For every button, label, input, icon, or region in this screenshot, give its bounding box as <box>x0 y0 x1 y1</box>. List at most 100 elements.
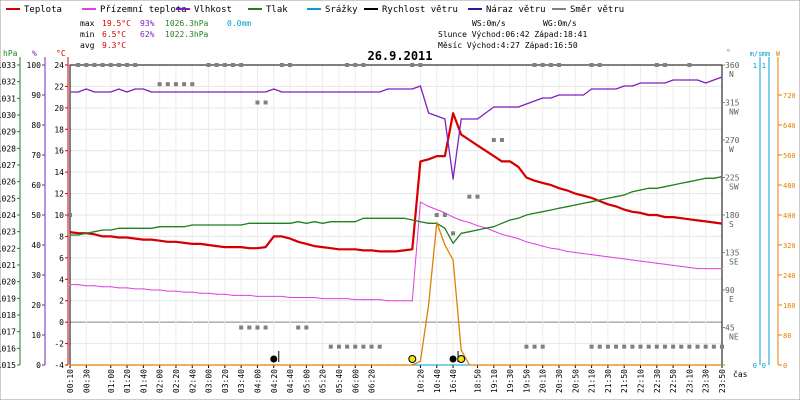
series-point <box>305 91 307 93</box>
series-point <box>322 297 324 300</box>
axis-ticklabel-hpa: 1026 <box>0 178 16 187</box>
series-point <box>574 251 576 254</box>
series-point <box>313 296 316 299</box>
series-point <box>476 364 479 366</box>
axis-ticklabel-pct: 20 <box>31 301 41 310</box>
series-point <box>216 364 218 366</box>
series-point <box>102 235 104 238</box>
axis-ticklabel-x: 01:40 <box>139 369 148 393</box>
series-point <box>631 191 633 193</box>
wind-direction-marker <box>687 344 692 349</box>
series-point <box>468 139 470 141</box>
series-point <box>403 88 405 90</box>
series-point <box>631 85 633 87</box>
series-point <box>623 364 625 366</box>
series-point <box>460 349 462 351</box>
series-point <box>696 179 699 181</box>
wind-direction-marker <box>589 63 594 67</box>
series-point <box>102 91 104 93</box>
series-point <box>411 219 413 221</box>
series-point <box>256 247 259 249</box>
legend: Teplota Přízemní teplota Vlhkost Tlak Srážky… <box>6 5 624 15</box>
series-point <box>664 263 666 265</box>
series-point <box>623 209 625 211</box>
series-point <box>248 222 250 224</box>
series-point <box>322 91 324 93</box>
wind-direction-marker <box>239 325 244 330</box>
series-point <box>338 221 340 223</box>
series-point <box>370 299 373 301</box>
wind-direction-marker <box>336 344 341 349</box>
series-point <box>207 224 210 226</box>
series-point <box>460 118 462 120</box>
series-point <box>452 178 454 180</box>
series-point <box>428 364 430 366</box>
series-point <box>77 91 79 93</box>
series-point <box>623 258 625 260</box>
wind-direction-marker <box>263 325 268 330</box>
series-point <box>126 287 128 289</box>
series-point <box>297 221 299 223</box>
series-point <box>379 250 381 253</box>
series-point <box>721 364 723 366</box>
series-point <box>403 249 405 251</box>
series-point <box>582 364 585 366</box>
series-point <box>648 214 650 216</box>
series-point <box>460 232 462 234</box>
wind-direction-marker <box>255 100 260 105</box>
axis-ticklabel-temp: 12 <box>54 190 64 199</box>
series-point <box>403 364 405 366</box>
series-point <box>159 91 161 93</box>
wind-direction-marker <box>662 344 667 349</box>
series-point <box>191 224 193 226</box>
axis-ticklabel-x: 21:30 <box>604 369 613 393</box>
series-point <box>436 221 438 224</box>
series-point <box>550 97 552 99</box>
axis-ticklabel-dir: 360 <box>725 61 740 70</box>
series-point <box>639 82 642 84</box>
axis-ticklabel-dir: 45 <box>725 324 735 333</box>
wind-direction-marker <box>76 63 81 67</box>
series-point <box>150 91 153 93</box>
series-point <box>118 364 120 366</box>
series-point <box>232 246 234 248</box>
series-point <box>460 134 462 136</box>
axis-ticklabel-pct: 60 <box>31 181 41 190</box>
wind-direction-marker <box>345 63 350 67</box>
wind-direction-marker <box>190 82 195 87</box>
axis-ticklabel-pct: 40 <box>31 241 41 250</box>
series-point <box>615 205 617 208</box>
series-point <box>199 224 201 226</box>
series-point <box>509 219 511 221</box>
axis-ticklabel-mm: 0 <box>762 362 766 370</box>
wind-calm-marker <box>449 355 457 363</box>
series-point <box>721 267 723 270</box>
axis-ticklabel-x: 00:10 <box>66 369 75 393</box>
axis-unit-dir: ° <box>726 48 731 57</box>
series-point <box>110 235 112 238</box>
axis-ticklabel-temp: 0 <box>59 318 64 327</box>
series-point <box>142 364 144 366</box>
stats-temp: 9.3°C <box>102 41 126 50</box>
axis-ticklabel-x: 06:20 <box>368 369 377 393</box>
series-point <box>623 85 625 87</box>
series-point <box>134 364 136 366</box>
axis-ticklabel-hpa: 1029 <box>0 128 16 137</box>
legend-label-press: Tlak <box>266 5 288 15</box>
legend-label-feel: Přízemní teplota <box>100 5 187 15</box>
axis-unit-w: W <box>776 50 781 58</box>
axis-ticklabel-hpa: 1033 <box>0 61 16 70</box>
wind-direction-marker <box>662 63 667 67</box>
series-point <box>126 91 128 93</box>
series-point <box>460 219 462 221</box>
series-point <box>289 237 291 240</box>
wind-direction-marker <box>328 344 333 349</box>
series-point <box>607 88 609 90</box>
axis-ticklabel-x: 02:00 <box>156 369 165 393</box>
series-point <box>705 220 707 223</box>
series-point <box>207 364 210 366</box>
axis-ticklabel-w: 400 <box>783 212 796 220</box>
axis-ticklabel-x: 00:30 <box>82 369 91 393</box>
series-point <box>599 88 601 90</box>
series-point <box>485 227 487 229</box>
